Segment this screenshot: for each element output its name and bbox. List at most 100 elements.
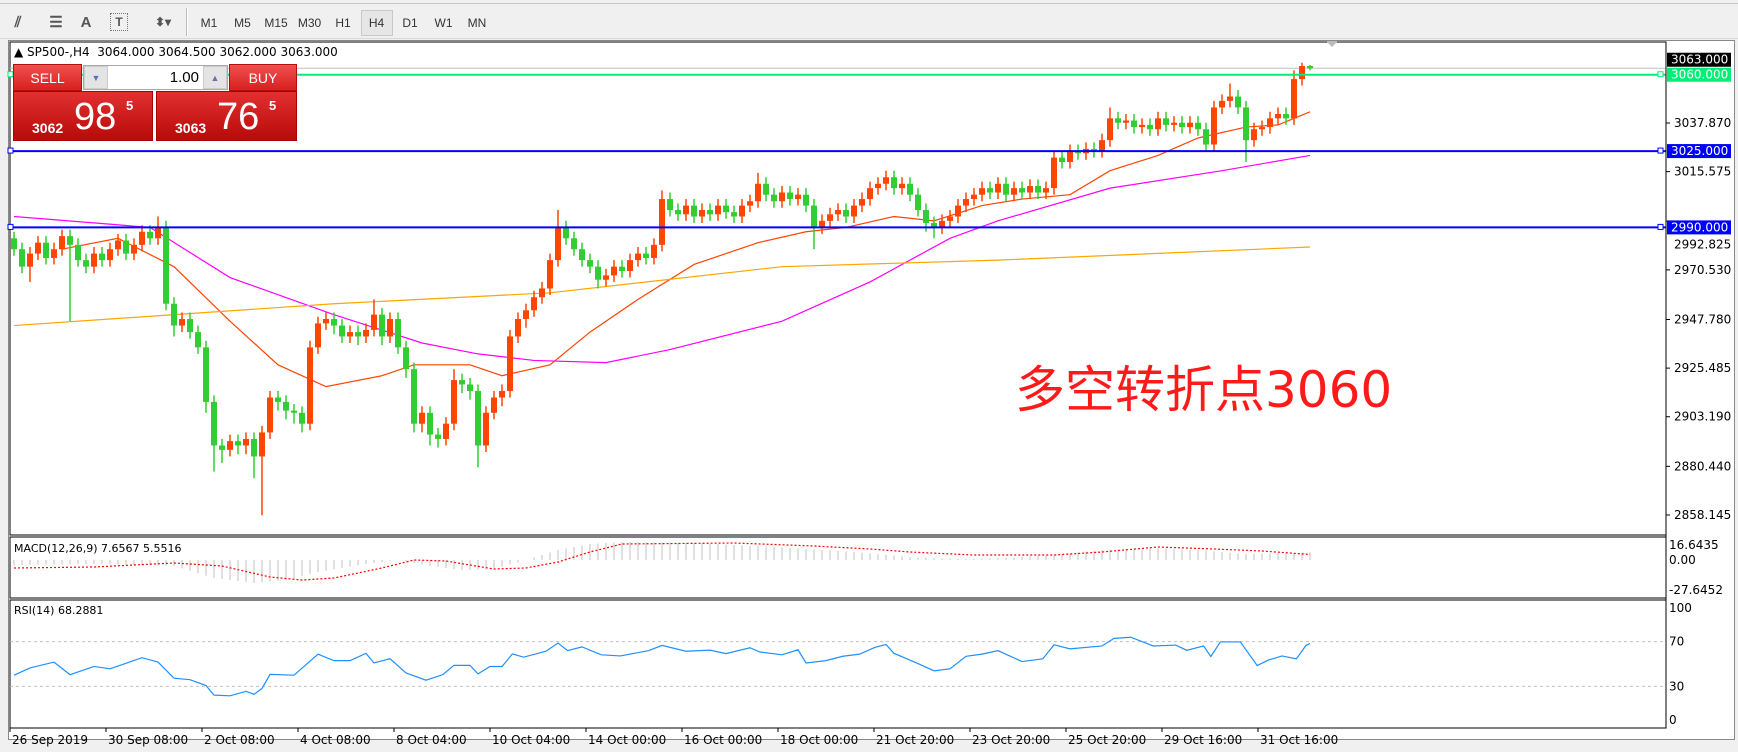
- candle-body: [347, 332, 353, 337]
- volume-input[interactable]: 1.00: [169, 69, 199, 86]
- candle-body: [195, 332, 201, 348]
- volume-field[interactable]: ▼ 1.00 ▲: [83, 65, 228, 90]
- candle-body: [107, 249, 113, 261]
- candle-body: [867, 188, 873, 200]
- fibonacci-retracement-icon[interactable]: ☰: [49, 14, 63, 31]
- close-value: 3063.000: [280, 45, 338, 59]
- candle-body: [723, 205, 729, 213]
- level-handle-left: [7, 223, 14, 230]
- chart-window[interactable]: [8, 40, 1735, 740]
- macd-axis-label: 16.6435: [1669, 538, 1719, 552]
- time-axis-label: 31 Oct 16:00: [1260, 733, 1338, 747]
- rsi-axis-label: 100: [1669, 601, 1692, 615]
- macd-signal-line: [13, 542, 1311, 581]
- candle-body: [539, 288, 545, 298]
- price-axis-label: 2880.440: [1674, 459, 1731, 473]
- candle-body: [635, 253, 641, 261]
- candle-body: [491, 397, 497, 413]
- candle-body: [1275, 113, 1281, 119]
- candle-body: [819, 220, 825, 228]
- candle-body: [355, 332, 361, 337]
- candle-body: [531, 297, 537, 311]
- moving-average-line: [13, 246, 1311, 327]
- price-axis-label: 3037.870: [1674, 116, 1731, 130]
- candle-body: [275, 397, 281, 402]
- arrows-dropdown-icon[interactable]: ⬍▾: [154, 15, 172, 29]
- candle-body: [899, 183, 905, 189]
- volume-decrease-button[interactable]: ▼: [84, 66, 108, 89]
- candle-body: [507, 336, 513, 391]
- price-axis-label: 2858.145: [1674, 508, 1731, 522]
- sell-price-prefix: 3062: [32, 120, 64, 136]
- period-button-m30[interactable]: M30: [297, 16, 322, 30]
- candle-body: [1067, 151, 1073, 162]
- period-button-mn[interactable]: MN: [467, 16, 487, 30]
- sell-button[interactable]: SELL: [13, 64, 82, 91]
- period-button-m15[interactable]: M15: [264, 16, 288, 30]
- candle-body: [595, 266, 601, 280]
- candle-body: [307, 347, 313, 424]
- candle-body: [1211, 107, 1217, 145]
- collapse-triangle-icon[interactable]: ▲: [14, 45, 28, 59]
- candle-body: [323, 319, 329, 324]
- candle-body: [643, 253, 649, 258]
- sell-price-box[interactable]: 3062 98 5: [13, 91, 153, 141]
- period-button-m1[interactable]: M1: [200, 16, 218, 30]
- candle-body: [675, 209, 681, 215]
- level-price-label: 2990.000: [1671, 220, 1728, 234]
- candle-body: [443, 423, 449, 439]
- candle-body: [475, 390, 481, 446]
- candle-body: [139, 231, 145, 245]
- candle-body: [939, 220, 945, 228]
- high-value: 3064.500: [158, 45, 216, 59]
- candle-body: [1227, 96, 1233, 101]
- candle-body: [1075, 151, 1081, 154]
- moving-average-line: [13, 154, 1311, 364]
- candle-body: [363, 329, 369, 337]
- candle-body: [123, 240, 129, 254]
- text-label-icon[interactable]: T: [110, 13, 128, 31]
- candle-body: [483, 412, 489, 446]
- sell-price-fraction: 5: [126, 98, 134, 113]
- level-price-label: 3060.000: [1671, 68, 1728, 82]
- buy-price-box[interactable]: 3063 76 5: [156, 91, 297, 141]
- candle-body: [1235, 96, 1241, 108]
- candle-body: [659, 199, 665, 245]
- candle-body: [459, 380, 465, 385]
- candle-body: [771, 194, 777, 202]
- candle-body: [83, 260, 89, 267]
- candle-body: [915, 194, 921, 210]
- candle-body: [931, 223, 937, 228]
- candle-body: [1155, 118, 1161, 130]
- period-button-d1[interactable]: D1: [402, 16, 418, 30]
- candle-body: [1115, 118, 1121, 123]
- candle-body: [1107, 118, 1113, 141]
- period-button-h1[interactable]: H1: [335, 16, 351, 30]
- period-button-w1[interactable]: W1: [434, 16, 453, 30]
- macd-axis-label: -27.6452: [1669, 583, 1723, 597]
- candle-body: [371, 314, 377, 330]
- candle-body: [827, 214, 833, 221]
- toolbar-separator: [186, 8, 188, 36]
- text-icon[interactable]: A: [80, 13, 92, 31]
- candle-body: [1003, 183, 1009, 195]
- level-handle-right: [1657, 147, 1664, 154]
- period-button-m5[interactable]: M5: [234, 16, 251, 30]
- candle-body: [11, 238, 17, 250]
- buy-button[interactable]: BUY: [229, 64, 297, 91]
- time-axis-label: 25 Oct 20:00: [1068, 733, 1146, 747]
- rsi-title: RSI(14) 68.2881: [14, 604, 103, 617]
- candle-body: [763, 183, 769, 195]
- period-button-h4[interactable]: H4: [360, 10, 393, 36]
- time-axis-label: 8 Oct 04:00: [396, 733, 467, 747]
- low-value: 3062.000: [219, 45, 277, 59]
- candle-body: [411, 369, 417, 424]
- candle-body: [587, 260, 593, 267]
- candle-body: [835, 209, 841, 215]
- fibonacci-fan-icon[interactable]: ⫽: [14, 13, 22, 31]
- candle-body: [1011, 188, 1017, 195]
- candle-body: [235, 441, 241, 446]
- candle-body: [179, 319, 185, 326]
- volume-increase-button[interactable]: ▲: [203, 66, 227, 89]
- candle-body: [619, 266, 625, 272]
